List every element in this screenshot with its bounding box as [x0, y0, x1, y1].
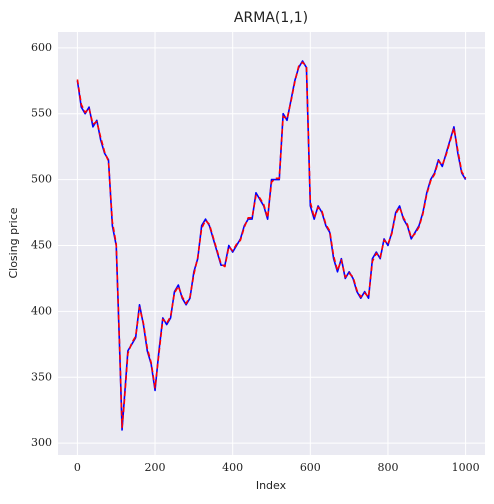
y-tick-label: 300 [31, 436, 52, 449]
x-tick-label: 800 [377, 461, 398, 474]
x-axis-label: Index [256, 479, 287, 492]
line-series [76, 61, 467, 429]
y-tick-label: 450 [31, 238, 52, 251]
x-tick-label: 600 [300, 461, 321, 474]
y-tick-label: 600 [31, 41, 52, 54]
x-tick-label: 0 [74, 461, 81, 474]
y-tick-label: 400 [31, 304, 52, 317]
x-tick-label: 1000 [452, 461, 480, 474]
y-tick-label: 550 [31, 107, 52, 120]
x-tick-label: 400 [222, 461, 243, 474]
y-tick-label: 500 [31, 173, 52, 186]
x-tick-label: 200 [145, 461, 166, 474]
y-tick-label: 350 [31, 370, 52, 383]
plot-area [58, 32, 485, 455]
y-axis-label: Closing price [7, 207, 20, 278]
chart-title: ARMA(1,1) [234, 10, 308, 26]
